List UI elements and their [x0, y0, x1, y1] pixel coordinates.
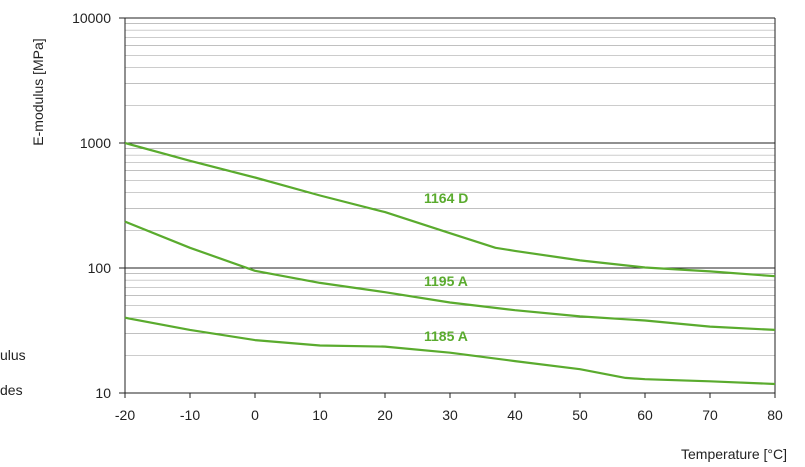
- cropped-text-fragment: des: [0, 382, 23, 398]
- y-tick-label: 100: [88, 260, 112, 276]
- y-axis-title: E-modulus [MPa]: [30, 38, 46, 145]
- x-tick-label: 10: [312, 407, 328, 423]
- series-label: 1164 D: [424, 190, 468, 206]
- series-label: 1185 A: [424, 328, 468, 344]
- x-tick-label: 80: [767, 407, 783, 423]
- series-line: [124, 220, 776, 331]
- series-line: [124, 316, 776, 386]
- y-tick-label: 10000: [72, 10, 111, 26]
- x-tick-label: -10: [180, 407, 200, 423]
- series-line: [124, 141, 776, 278]
- minor-gridlines: [125, 23, 775, 356]
- x-tick-label: 40: [507, 407, 523, 423]
- y-tick-label: 1000: [80, 135, 111, 151]
- series-label: 1195 A: [424, 273, 468, 289]
- series-labels: 1164 D 1195 A 1185 A: [424, 190, 468, 344]
- x-tick-labels: -20 -10 0 10 20 30 40 50 60 70 80: [115, 407, 783, 423]
- x-axis-title: Temperature [°C]: [681, 446, 787, 462]
- y-tick-label: 10: [95, 385, 111, 401]
- x-tick-label: 60: [637, 407, 653, 423]
- x-tick-label: 30: [442, 407, 458, 423]
- x-tick-label: 20: [377, 407, 393, 423]
- y-tick-labels: 10 100 1000 10000: [72, 10, 111, 401]
- x-tick-label: -20: [115, 407, 135, 423]
- x-tick-label: 50: [572, 407, 588, 423]
- x-tick-label: 0: [251, 407, 259, 423]
- axes: [119, 17, 776, 398]
- x-tick-label: 70: [702, 407, 718, 423]
- cropped-text-fragment: ulus: [0, 347, 26, 363]
- series-lines: [124, 141, 776, 386]
